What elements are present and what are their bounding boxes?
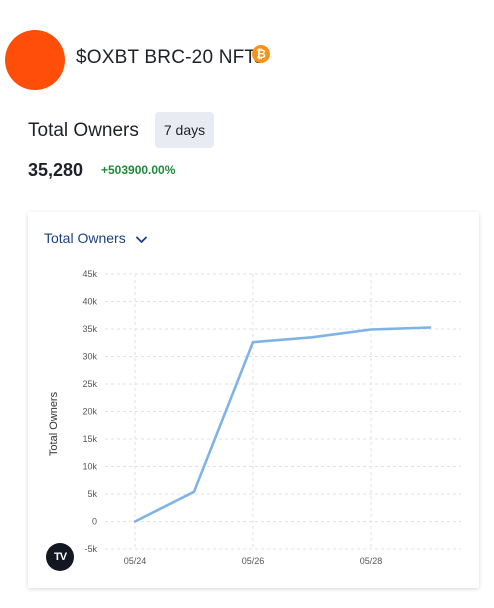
- y-tick-label: 35k: [82, 324, 97, 334]
- y-tick-label: 10k: [82, 462, 97, 472]
- metric-value: 35,280: [28, 160, 84, 180]
- x-tick-label: 05/26: [242, 556, 265, 566]
- series-line[interactable]: [133, 326, 432, 523]
- y-tick-label: 20k: [82, 407, 97, 417]
- collection-title: $OXBT BRC-20 NFTs: [76, 47, 264, 68]
- series-layer: [133, 326, 432, 523]
- x-tick-label: 05/28: [360, 556, 383, 566]
- chevron-down-icon: [135, 231, 147, 247]
- chart-card: Total Owners -5k 0 5k 10k 15k 20k 25k 30k 35k 40k…: [28, 212, 479, 588]
- collection-avatar[interactable]: [5, 30, 65, 90]
- metric-change: +503900.00%: [101, 163, 176, 177]
- y-tick-label: 40k: [82, 297, 97, 307]
- x-tick-label: 05/24: [124, 556, 147, 566]
- chart-grid: [105, 273, 461, 550]
- y-tick-label: 25k: [82, 379, 97, 389]
- y-tick-label: 30k: [82, 352, 97, 362]
- metric-dropdown[interactable]: Total Owners: [44, 230, 147, 250]
- collection-header: $OXBT BRC-20 NFTs ₿: [0, 0, 494, 100]
- metric-dropdown-label: Total Owners: [44, 230, 126, 246]
- y-axis-label: Total Owners: [48, 391, 60, 456]
- time-range-button[interactable]: 7 days: [155, 112, 214, 148]
- y-tick-label: -5k: [84, 544, 97, 554]
- y-tick-label: 0: [92, 517, 97, 527]
- x-axis-ticks: 05/24 05/26 05/28: [124, 556, 383, 566]
- y-tick-label: 5k: [87, 489, 97, 499]
- tradingview-logo-icon[interactable]: TV: [46, 543, 74, 571]
- y-tick-label: 45k: [82, 269, 97, 279]
- y-tick-label: 15k: [82, 434, 97, 444]
- bitcoin-icon: ₿: [252, 45, 270, 63]
- metric-label: Total Owners: [28, 120, 139, 141]
- y-axis-ticks: -5k 0 5k 10k 15k 20k 25k 30k 35k 40k 45k: [82, 269, 97, 554]
